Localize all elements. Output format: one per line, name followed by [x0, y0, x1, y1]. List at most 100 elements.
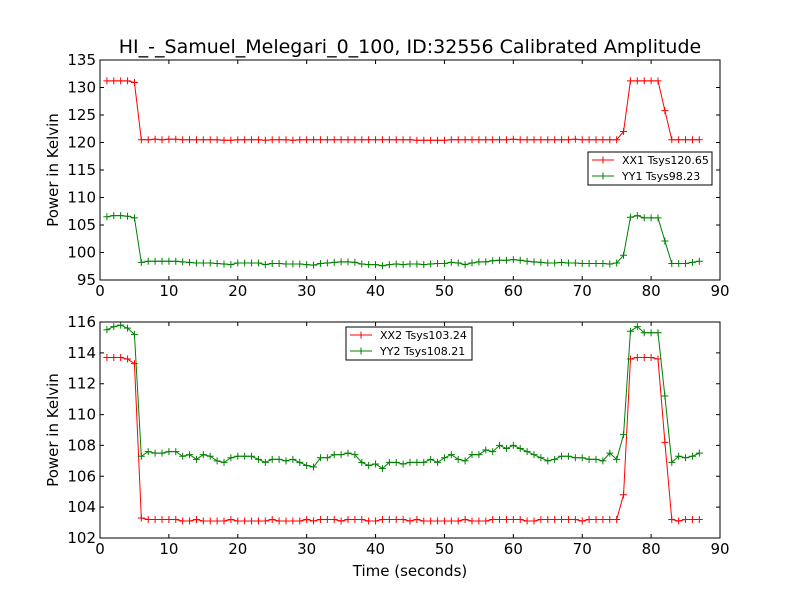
- chart1-series-1-point: [564, 136, 572, 144]
- chart1-series-2-point: [613, 259, 621, 267]
- chart1-series-2-point: [509, 256, 517, 264]
- chart2-legend-label: XX2 Tsys103.24: [380, 329, 467, 342]
- chart1-series-2-point: [599, 260, 607, 267]
- chart1-series-1-point: [172, 135, 180, 143]
- chart2-series-1-point: [337, 517, 345, 525]
- chart1-series-1-point: [668, 136, 676, 144]
- chart2-series-2-point: [682, 454, 690, 462]
- chart2-series-2-point: [427, 455, 435, 463]
- chart2-series-1-point: [613, 515, 621, 523]
- chart1-series-2-point: [392, 260, 400, 268]
- chart2-series-1-point: [310, 517, 318, 525]
- chart1-series-2-point: [427, 260, 435, 268]
- chart2-series-2-point: [509, 441, 517, 449]
- chart1-series-1-point: [420, 136, 428, 144]
- chart2-series-1-point: [434, 517, 442, 525]
- chart1-series-2-point: [668, 260, 676, 267]
- chart2-series-2-point: [241, 452, 249, 460]
- chart2-x-tick-label: 70: [573, 540, 592, 558]
- chart2-series-1-point: [117, 353, 125, 361]
- chart1-series-2-line: [106, 215, 700, 267]
- chart2-series-1-point: [440, 517, 448, 525]
- chart2-series-1-point: [413, 515, 421, 523]
- chart2-series-2-point: [447, 451, 455, 459]
- chart2-series-1-point: [695, 515, 703, 523]
- chart1-series-2-point: [434, 260, 442, 267]
- chart2-y-tick-label: 106: [67, 467, 96, 485]
- chart2-series-1-point: [186, 517, 194, 525]
- chart1-series-1-point: [275, 136, 283, 144]
- chart2-series-1-point: [537, 515, 545, 523]
- chart1-series-1-point: [234, 136, 242, 144]
- chart1-series-1-point: [282, 136, 290, 144]
- chart2-series-2-point: [365, 461, 373, 469]
- chart1-series-1-point: [406, 136, 414, 144]
- chart2-series-1-point: [682, 515, 690, 523]
- chart2-series-1-point: [323, 515, 331, 523]
- chart2-series-2-point: [234, 452, 242, 460]
- chart2-series-2-point: [378, 465, 386, 473]
- chart2-series-1-point: [165, 515, 173, 523]
- chart1-series-1-point: [688, 136, 696, 144]
- chart1-x-tick-label: 0: [95, 282, 105, 300]
- chart2-series-1-point: [647, 353, 655, 361]
- chart2-series-1-point: [151, 515, 159, 523]
- chart1-series-1-point: [502, 136, 510, 144]
- figure-title: HI_-_Samuel_Melegari_0_100, ID:32556 Cal…: [119, 36, 701, 58]
- chart2-series-2-point: [695, 449, 703, 457]
- chart1-series-1-point: [110, 77, 118, 85]
- chart1-legend-label: YY1 Tsys98.23: [621, 170, 700, 183]
- chart1-series-1-point: [310, 136, 318, 144]
- chart2-series-1-point: [564, 515, 572, 523]
- chart1-x-tick-label: 80: [642, 282, 661, 300]
- chart1-series-1-point: [475, 136, 483, 144]
- chart1-series-2-point: [558, 258, 566, 266]
- chart2-y-tick-label: 104: [67, 498, 96, 516]
- chart1-series-1-point: [351, 136, 359, 144]
- chart1-series-1-point: [675, 136, 683, 144]
- chart2-series-2-point: [385, 458, 393, 466]
- chart2-series-2-point: [613, 455, 621, 463]
- chart2-series-2-point: [268, 455, 276, 463]
- chart1-series-2-point: [110, 212, 118, 220]
- chart2-series-1-point: [351, 515, 359, 523]
- chart2-series-1-point: [496, 515, 504, 523]
- chart1-series-1-point: [461, 136, 469, 144]
- chart1-series-2-point: [551, 259, 559, 267]
- chart1-series-1-point: [399, 136, 407, 144]
- chart1-series-1-point: [682, 136, 690, 144]
- chart2-series-2-point: [289, 455, 297, 463]
- chart2-series-2-point: [199, 451, 207, 459]
- chart2-y-tick-label: 108: [67, 436, 96, 454]
- chart1-series-2-point: [440, 260, 448, 267]
- chart2-y-tick-label: 114: [67, 344, 96, 362]
- chart2-series-1-point: [358, 515, 366, 523]
- chart2-series-2-point: [578, 454, 586, 462]
- chart1-y-tick-label: 125: [67, 106, 96, 124]
- chart1-y-tick-label: 105: [67, 216, 96, 234]
- chart2-series-2-point: [275, 455, 283, 463]
- chart1-series-2-point: [358, 260, 366, 268]
- chart1-series-2-point: [192, 259, 200, 267]
- chart2-series-1-point: [654, 355, 662, 363]
- chart1-series-1-point: [661, 107, 669, 115]
- chart1-y-tick-label: 120: [67, 134, 96, 152]
- chart1-x-tick-label: 90: [710, 282, 729, 300]
- chart1-series-2-point: [254, 259, 262, 267]
- chart1-series-1-point: [633, 77, 641, 85]
- chart2-series-2-point: [117, 321, 125, 329]
- chart2-series-2-point: [261, 458, 269, 466]
- chart1-series-2-point: [151, 257, 159, 265]
- chart2-y-tick-label: 102: [67, 529, 96, 547]
- chart2-series-2-point: [688, 452, 696, 460]
- chart2-series-1-point: [241, 517, 249, 525]
- chart1-series-1-point: [558, 136, 566, 144]
- chart2-series-2-point: [372, 460, 380, 468]
- chart1-series-1-point: [427, 136, 435, 144]
- chart1-series-1-point: [330, 136, 338, 144]
- chart2-series-1-point: [378, 515, 386, 523]
- chart2-series-1-point: [110, 353, 118, 361]
- chart1-series-2-point: [502, 256, 510, 264]
